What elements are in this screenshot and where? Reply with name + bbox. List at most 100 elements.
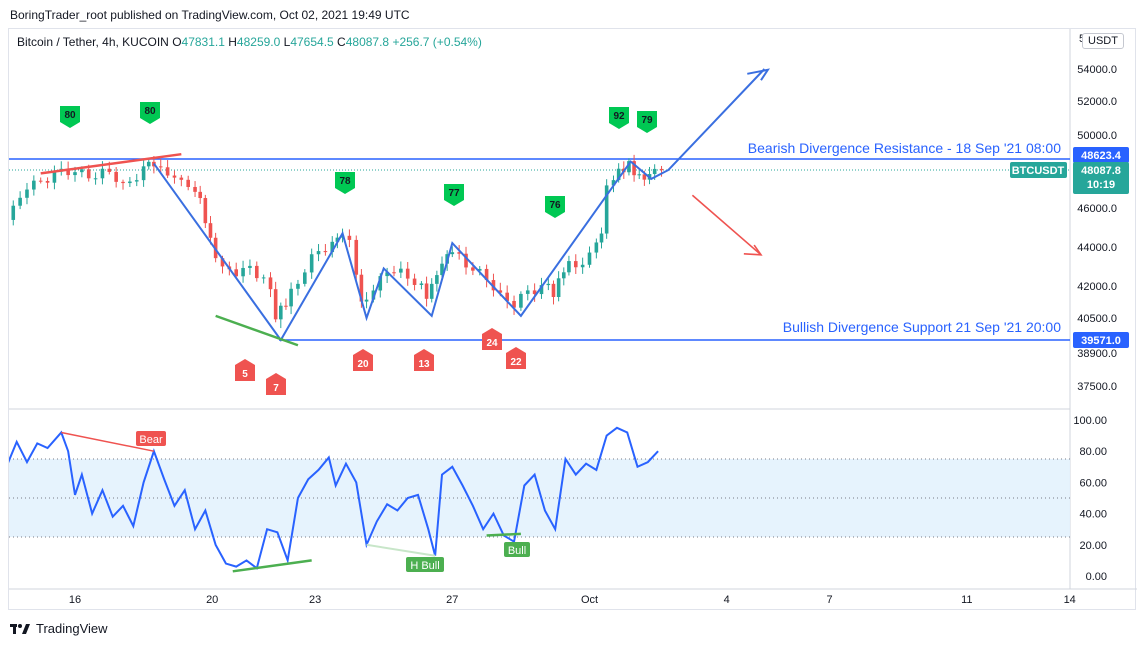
chart-frame[interactable]: Bitcoin / Tether, 4h, KUCOIN O47831.1 H4… [8, 28, 1137, 611]
candle-body [659, 168, 664, 171]
candle-body [412, 278, 417, 285]
symbol-tag-bg [1010, 162, 1067, 178]
currency-badge[interactable]: USDT [1082, 33, 1124, 49]
candle-body [399, 268, 403, 273]
candle-body [198, 191, 202, 199]
candle-body [179, 177, 184, 180]
last-price-label: 48087.8 [1081, 165, 1121, 177]
support-price-label: 39571.0 [1081, 335, 1121, 347]
time-tick-label: 7 [827, 594, 833, 606]
candle-body [440, 263, 444, 276]
price-tick-label: 37500.0 [1077, 381, 1117, 393]
candle-body [424, 283, 429, 299]
rsi-band [9, 459, 1070, 537]
rsi-hbull-label-bg [406, 557, 444, 572]
last-price-label-bg [1073, 162, 1129, 194]
rsi-bullish-line-2 [486, 532, 521, 537]
candle-body [203, 198, 208, 224]
tradingview-brand: TradingView [36, 621, 108, 636]
price-tick-label: 54000.0 [1077, 64, 1117, 76]
candle-body [587, 252, 592, 265]
tradingview-logo[interactable]: TradingView [10, 621, 108, 636]
zigzag-line [153, 68, 766, 342]
green-marker-label: 80 [64, 110, 76, 121]
published-caption: BoringTrader_root published on TradingVi… [10, 8, 410, 22]
change-value: +256.7 (+0.54%) [392, 35, 481, 49]
candle-body [539, 285, 544, 295]
candle-body [18, 197, 22, 206]
red-marker-label: 22 [510, 357, 522, 368]
green-marker-label: 78 [339, 176, 351, 187]
candle-body [546, 283, 551, 286]
candle-body [165, 167, 170, 176]
down-arrow-head [743, 244, 763, 256]
candle-body [248, 265, 252, 268]
price-tick-label: 38900.0 [1077, 348, 1117, 360]
support-text: Bullish Divergence Support 21 Sep '21 20… [783, 319, 1061, 335]
candle-body [567, 261, 571, 273]
rsi-hbull-label: H Bull [410, 560, 439, 572]
candle-body [134, 180, 139, 182]
candle-body [551, 283, 556, 297]
tradingview-logo-icon [10, 623, 30, 634]
candle-body [652, 168, 657, 175]
symbol-info: Bitcoin / Tether, 4h, KUCOIN O47831.1 H4… [17, 35, 482, 49]
candle-body [335, 237, 340, 242]
red-marker [482, 328, 502, 350]
candle-body [419, 283, 424, 285]
price-tick-label: 44000.0 [1077, 242, 1117, 254]
support-price-label-bg [1073, 332, 1129, 348]
candle-body [435, 275, 439, 284]
candle-body [323, 251, 328, 253]
candle-body [193, 186, 197, 192]
candle-body [80, 169, 84, 173]
red-marker [506, 347, 526, 369]
countdown-label: 10:19 [1087, 179, 1115, 191]
candle-body [11, 205, 16, 220]
candle-body [186, 179, 190, 187]
candle-body [73, 172, 77, 176]
tradingview-chart[interactable]: Bitcoin / Tether, 4h, KUCOIN O47831.1 H4… [9, 29, 1137, 611]
time-tick-label: 27 [446, 594, 458, 606]
rsi-tick-label: 80.00 [1079, 446, 1107, 458]
candle-body [273, 289, 278, 320]
price-bearish-divergence-line [40, 152, 182, 175]
candle-body [611, 180, 616, 186]
candle-body [289, 288, 293, 307]
candle-body [632, 161, 636, 176]
red-marker-label: 24 [486, 338, 498, 349]
up-arrow-head [747, 68, 771, 81]
red-marker [353, 349, 373, 371]
candle-body [25, 189, 29, 198]
rsi-bear-label: Bear [139, 434, 163, 446]
candle-body [378, 276, 383, 291]
candle-body [279, 305, 283, 320]
candle-body [45, 180, 50, 183]
candle-body [141, 166, 146, 181]
price-tick-label: 40500.0 [1077, 313, 1117, 325]
time-tick-label: Oct [581, 594, 598, 606]
red-marker [414, 349, 434, 371]
close-value: 48087.8 [346, 35, 393, 49]
time-tick-label: 14 [1064, 594, 1076, 606]
rsi-bearish-divergence-line [61, 431, 155, 452]
candle-body [158, 166, 163, 168]
candle-body [477, 268, 482, 271]
candle-body [234, 269, 239, 277]
candle-body [637, 174, 642, 176]
green-marker-label: 79 [641, 115, 653, 126]
rsi-tick-label: 0.00 [1086, 571, 1107, 583]
time-tick-label: 20 [206, 594, 218, 606]
green-marker [140, 102, 160, 124]
resistance-price-label-bg [1073, 147, 1129, 163]
candle-body [604, 185, 609, 234]
rsi-tick-label: 20.00 [1079, 540, 1107, 552]
candle-body [392, 272, 396, 274]
green-marker [335, 172, 355, 194]
candle-body [627, 161, 631, 173]
rsi-tick-label: 40.00 [1079, 509, 1107, 521]
candle-body [429, 283, 434, 299]
candle-body [491, 280, 496, 291]
candle-body [66, 168, 70, 176]
candle-body [616, 168, 621, 181]
